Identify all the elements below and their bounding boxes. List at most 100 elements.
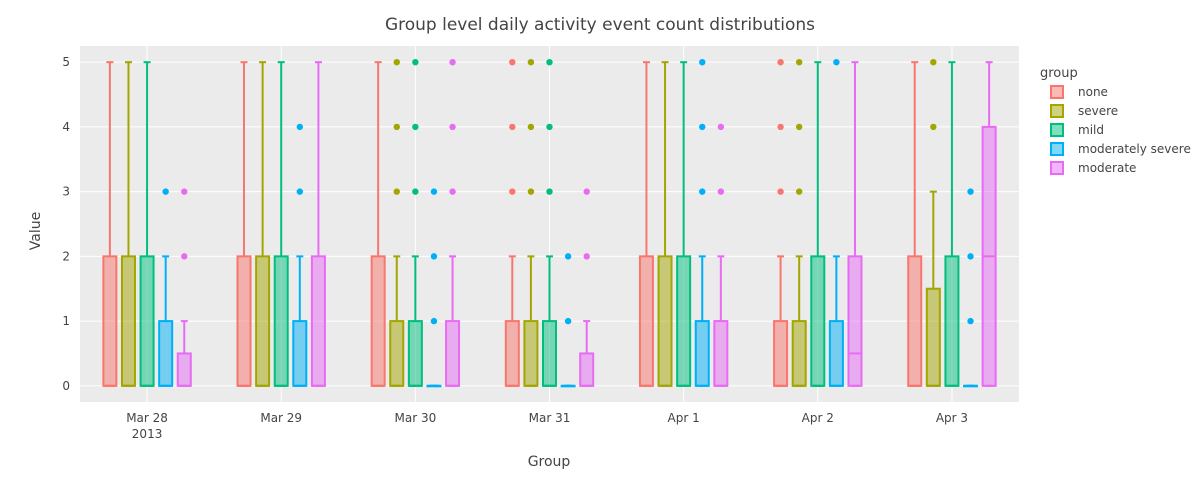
box [925,287,941,387]
box [389,320,405,387]
box [694,320,710,387]
outlier-point [181,253,188,260]
box [255,255,271,387]
box-series [102,58,997,388]
y-tick-label: 1 [62,314,70,328]
outlier-point [393,188,400,195]
box [828,320,844,387]
outlier-point [564,253,572,260]
legend-label: severe [1078,104,1118,118]
outlier-point [967,317,974,325]
outlier-point [527,58,535,66]
outlier-point [412,123,419,131]
box [158,320,174,387]
outlier-point [162,188,169,195]
legend-label: none [1078,85,1108,99]
outlier-point [412,188,419,195]
legend-title: group [1040,66,1078,81]
box [273,255,289,387]
outlier-point [795,188,803,195]
x-tick-label: Apr 3 [936,411,968,425]
box [773,320,789,387]
box [579,352,595,387]
outlier-point [699,188,706,195]
outlier-point [509,58,516,66]
outlier-point [393,123,400,131]
outlier-point [967,188,974,195]
outlier-point [930,123,937,131]
outlier-point [449,58,456,66]
outlier-point [583,253,590,260]
outlier-point [699,123,706,131]
legend-swatch [1050,85,1064,99]
legend-swatch [1050,142,1064,156]
legend-label: mild [1078,123,1104,137]
series-none [102,58,923,387]
outlier-point [430,317,438,325]
outlier-point [296,123,304,131]
box [944,255,960,387]
box [713,320,729,387]
box [810,255,826,387]
y-tick-label: 3 [62,185,70,199]
legend: group none severe mild moderately severe mod… [1040,66,1191,175]
y-tick-label: 2 [62,249,70,263]
x-tick-label: Apr 2 [802,411,834,425]
outlier-point [449,188,456,195]
legend-label: moderate [1078,161,1136,175]
outlier-point [449,123,456,131]
outlier-point [777,188,784,195]
legend-label: moderately severe [1078,142,1191,156]
series-moderately-severe [158,58,979,388]
outlier-point [930,58,937,66]
outlier-point [412,58,419,66]
box [638,255,654,387]
box [407,320,423,387]
box [236,255,252,387]
box [542,320,557,387]
outlier-point [699,58,706,66]
outlier-point [583,188,590,195]
y-tick-label: 5 [62,55,70,69]
y-axis-title: Value [28,212,44,250]
outlier-point [795,58,803,66]
outlier-point [509,188,516,195]
box [504,320,520,387]
outlier-point [527,188,535,195]
legend-swatch [1050,123,1064,137]
series-mild [139,58,960,387]
box [370,255,386,387]
outlier-point [296,188,304,195]
box [676,255,692,387]
y-axis-ticks: 0 1 2 3 4 5 [62,55,70,393]
outlier-point [777,123,784,131]
outlier-point [564,317,572,325]
outlier-point [546,58,553,66]
box [139,255,155,387]
box [176,352,192,387]
outlier-point [430,253,438,260]
box [791,320,807,387]
chart-title: Group level daily activity event count d… [385,15,815,35]
box [310,255,326,387]
legend-swatch [1050,161,1064,175]
x-tick-label: Mar 31 [529,411,571,425]
y-tick-label: 0 [62,379,70,393]
outlier-point [717,123,725,131]
outlier-point [509,123,516,131]
outlier-point [527,123,535,131]
box [847,255,863,387]
x-tick-label: Mar 30 [394,411,436,425]
outlier-point [967,253,974,260]
box [102,255,118,387]
x-tick-label: Apr 1 [668,411,700,425]
outlier-point [777,58,784,66]
legend-swatch [1050,104,1064,118]
outlier-point [393,58,400,66]
x-axis-ticks: Mar 28 2013 Mar 29 Mar 30 Mar 31 Apr 1 Apr 2 Ap… [126,411,968,441]
box [907,255,923,387]
outlier-point [430,188,438,195]
outlier-point [795,123,803,131]
outlier-point [546,123,553,131]
